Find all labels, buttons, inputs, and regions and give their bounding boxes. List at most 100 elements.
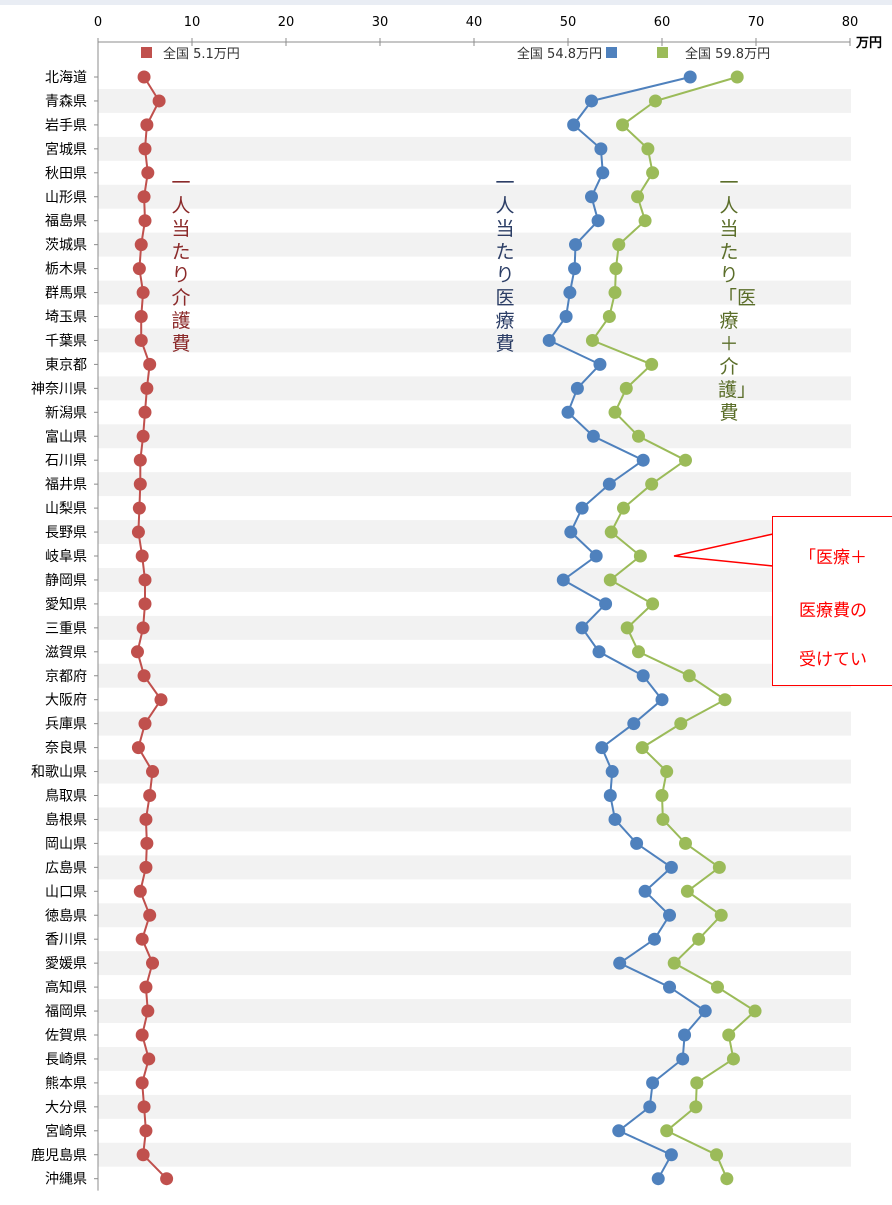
series-label-total: 一人当たり「医療＋介護」費 <box>718 172 757 424</box>
row-band <box>98 711 851 736</box>
data-point-medical <box>627 717 641 731</box>
x-tick-label: 10 <box>184 15 201 30</box>
data-point-total <box>616 118 630 132</box>
data-point-medical <box>655 693 669 707</box>
data-point-total <box>648 94 662 108</box>
data-point-care <box>146 956 160 970</box>
category-label: 長崎県 <box>45 1052 87 1068</box>
data-point-total <box>608 405 622 419</box>
data-point-care <box>152 94 166 108</box>
category-label: 長野県 <box>45 525 87 541</box>
data-point-care <box>134 310 148 323</box>
category-label: 福岡県 <box>45 1004 87 1020</box>
data-point-total <box>680 884 694 898</box>
data-point-medical <box>559 310 573 323</box>
data-point-total <box>645 477 659 491</box>
series-label-care: 一人当たり介護費 <box>171 172 191 355</box>
data-point-care <box>138 214 152 228</box>
data-point-total <box>646 597 660 611</box>
row-band <box>98 184 851 209</box>
data-point-total <box>645 357 659 371</box>
data-point-care <box>134 333 148 347</box>
data-point-total <box>646 166 660 180</box>
category-label: 宮城県 <box>45 142 87 158</box>
row-band <box>98 328 851 353</box>
legend-swatch <box>141 47 152 58</box>
data-point-care <box>136 286 150 300</box>
data-point-total <box>608 286 622 300</box>
x-tick-label: 80 <box>842 15 859 30</box>
category-label: 岡山県 <box>45 836 87 852</box>
data-point-medical <box>664 860 678 874</box>
data-point-total <box>635 741 649 755</box>
data-point-total <box>690 1076 704 1090</box>
data-point-total <box>720 1172 734 1186</box>
row-band <box>98 807 851 832</box>
category-label: 山口県 <box>45 884 87 900</box>
row-band <box>98 951 851 976</box>
category-label: 秋田県 <box>45 166 87 182</box>
data-point-total <box>620 621 634 635</box>
row-band <box>98 88 851 113</box>
data-point-total <box>748 1004 762 1018</box>
data-point-care <box>138 597 152 611</box>
row-band <box>98 1142 851 1167</box>
data-point-total <box>660 765 674 779</box>
row-band <box>98 759 851 784</box>
legend-swatch <box>657 47 668 58</box>
x-tick-label: 0 <box>94 15 102 30</box>
data-point-care <box>131 525 145 539</box>
category-label: 栃木県 <box>45 262 87 278</box>
data-point-medical <box>663 980 677 994</box>
x-tick-label: 20 <box>278 15 295 30</box>
data-point-total <box>656 812 670 826</box>
data-point-medical <box>602 477 616 491</box>
data-point-total <box>585 333 599 347</box>
data-point-care <box>132 501 146 515</box>
data-point-medical <box>651 1172 665 1186</box>
category-label: 宮崎県 <box>45 1124 87 1140</box>
data-point-total <box>633 549 647 563</box>
category-label: 東京都 <box>45 357 87 373</box>
category-label: 兵庫県 <box>45 716 87 733</box>
data-point-total <box>631 190 645 204</box>
row-band <box>98 280 851 305</box>
category-label: 静岡県 <box>45 573 87 589</box>
data-point-care <box>131 741 145 755</box>
data-point-care <box>139 980 153 994</box>
data-point-medical <box>605 765 619 779</box>
data-point-medical <box>638 884 652 898</box>
data-point-medical <box>664 1148 678 1162</box>
category-label: 青森県 <box>45 94 87 110</box>
data-point-care <box>135 549 149 563</box>
data-point-total <box>619 381 633 395</box>
category-label: 奈良県 <box>45 741 87 757</box>
data-point-care <box>136 621 150 635</box>
data-point-medical <box>612 1124 626 1138</box>
data-point-care <box>140 381 154 395</box>
data-point-care <box>143 357 157 371</box>
data-point-total <box>730 70 744 84</box>
row-band <box>98 855 851 880</box>
data-point-medical <box>593 357 607 371</box>
category-label: 岩手県 <box>45 118 87 134</box>
annotation-callout: 「医療＋ 医療費の 受けてい <box>772 516 892 686</box>
data-point-total <box>616 501 630 515</box>
category-label: 沖縄県 <box>45 1172 87 1188</box>
category-label: 北海道 <box>45 70 87 86</box>
row-band <box>98 999 851 1024</box>
data-point-total <box>632 645 645 659</box>
category-label: 島根県 <box>45 812 87 828</box>
x-tick-label: 70 <box>748 15 765 30</box>
data-point-medical <box>678 1028 692 1042</box>
callout-line-1: 「医療＋ <box>799 548 867 568</box>
data-point-medical <box>636 669 650 683</box>
data-point-care <box>135 932 149 946</box>
category-label: 大分県 <box>45 1100 87 1116</box>
data-point-medical <box>575 621 589 635</box>
data-point-care <box>138 717 152 731</box>
category-label: 山形県 <box>45 190 87 206</box>
data-point-total <box>604 525 618 539</box>
data-point-care <box>154 693 168 707</box>
data-point-total <box>603 573 617 587</box>
